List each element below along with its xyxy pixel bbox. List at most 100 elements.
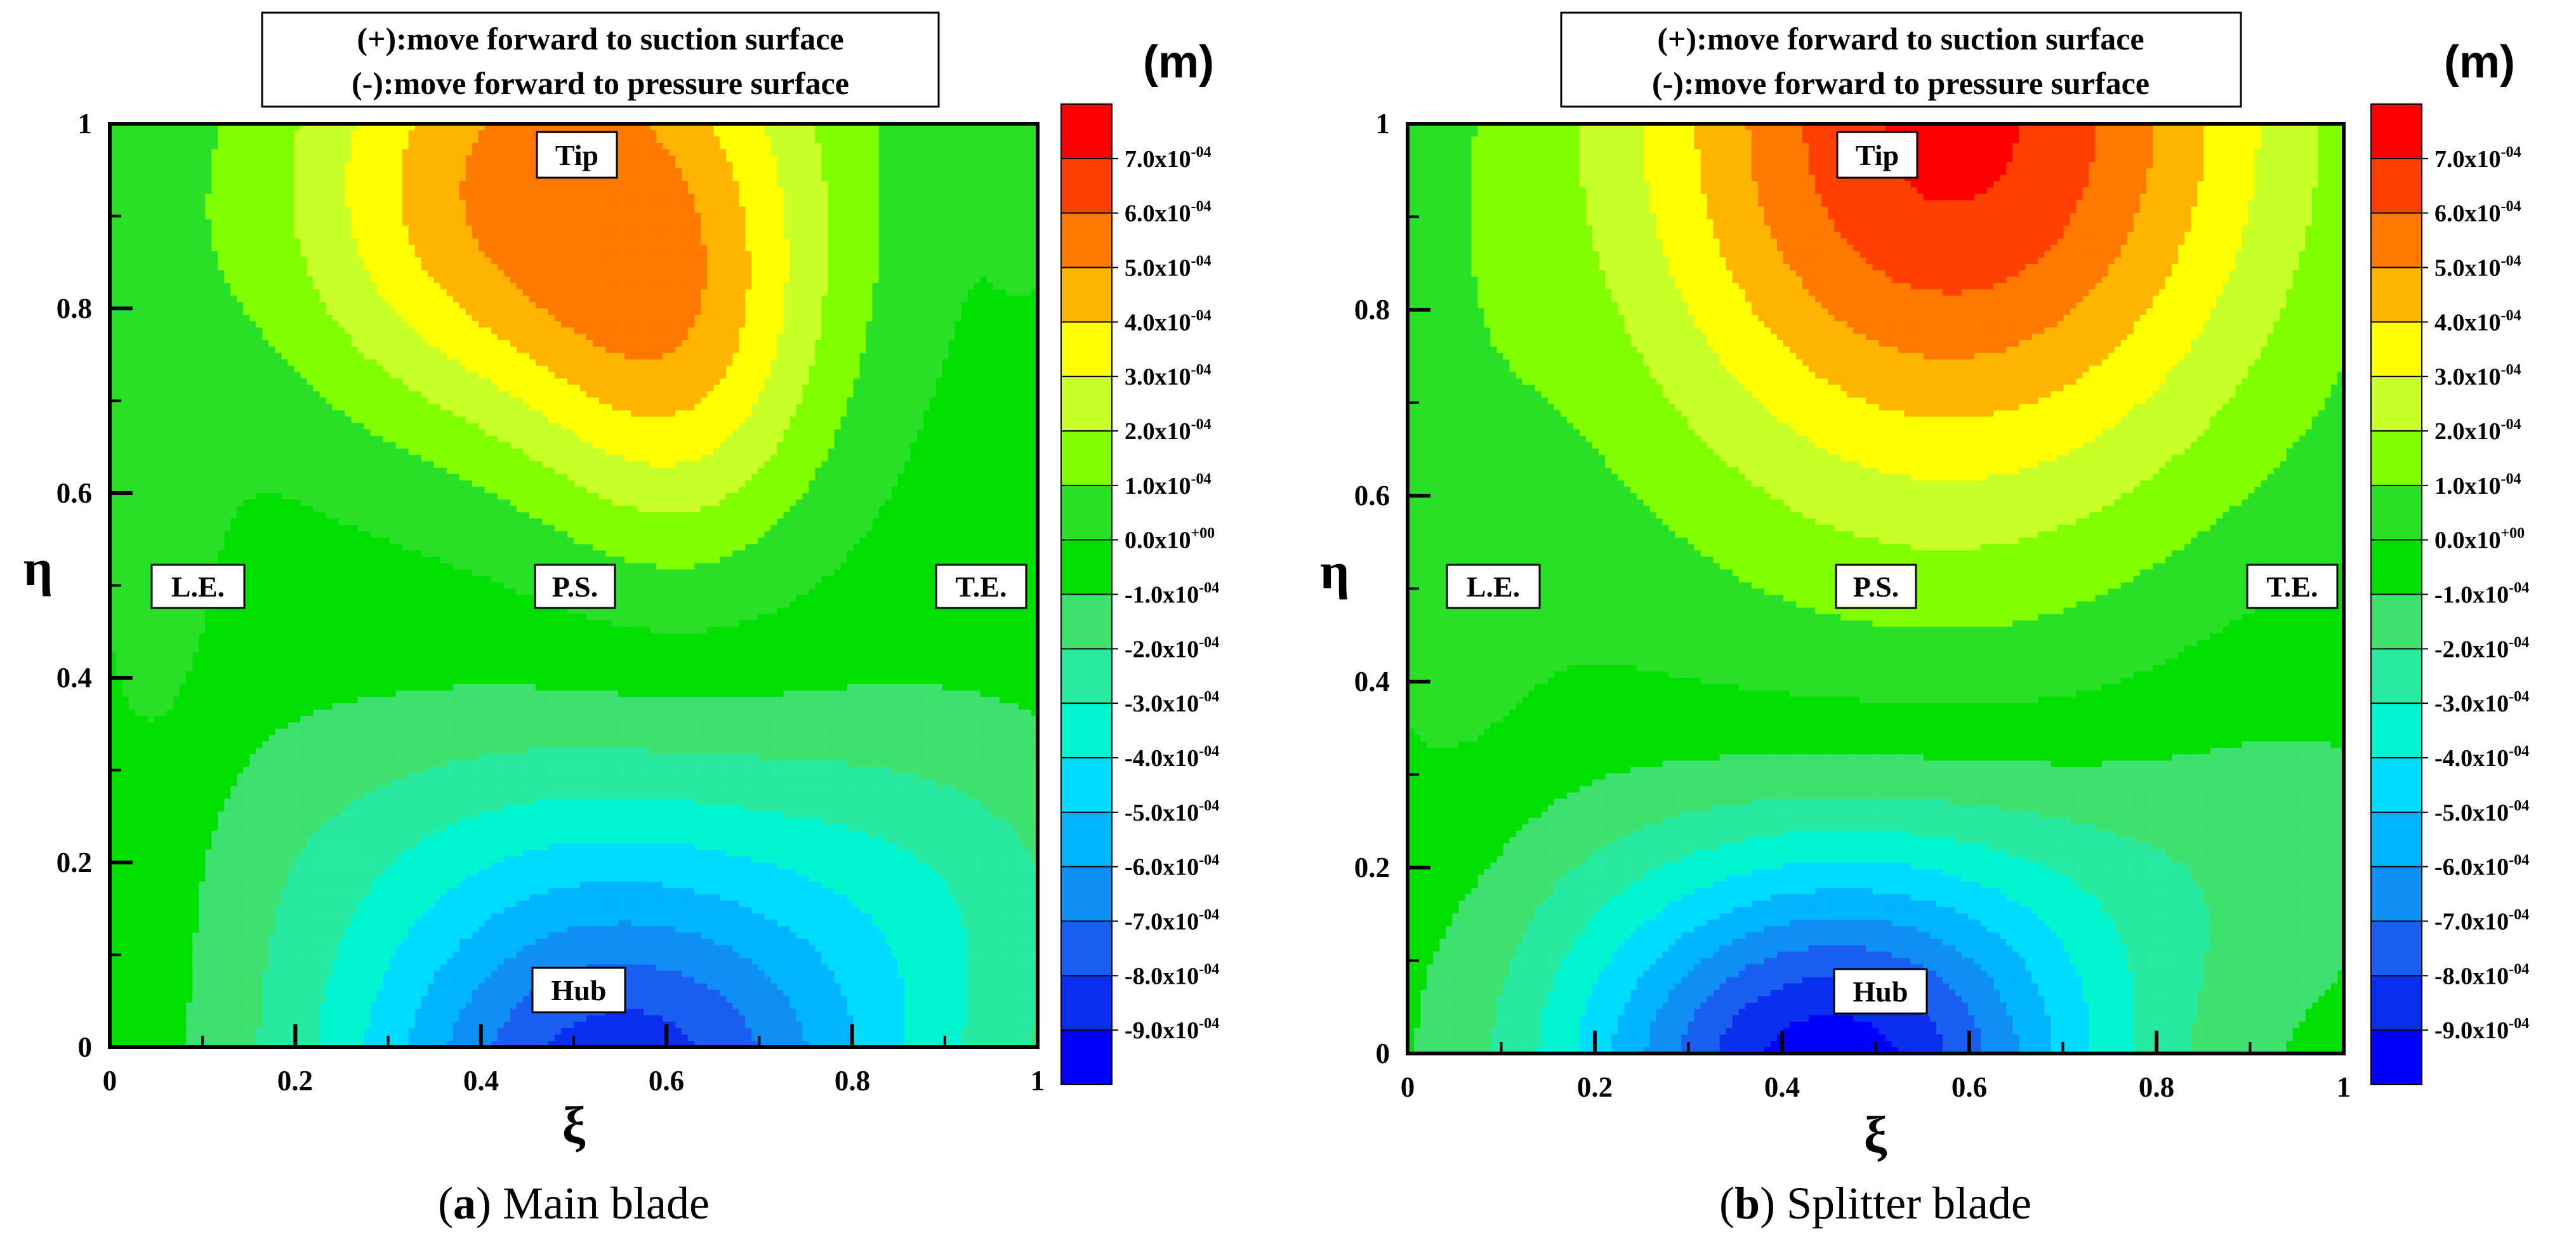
- contour-cell: [669, 219, 676, 227]
- contour-cell: [726, 143, 733, 150]
- contour-cell: [878, 251, 886, 258]
- contour-cell: [313, 130, 320, 137]
- contour-cell: [116, 308, 123, 315]
- contour-cell: [701, 321, 708, 328]
- contour-cell: [237, 276, 244, 284]
- contour-cell: [1019, 334, 1026, 341]
- contour-cell: [122, 334, 129, 341]
- contour-cell: [180, 155, 187, 162]
- contour-cell: [440, 162, 447, 169]
- contour-cell: [878, 321, 886, 328]
- contour-cell: [154, 124, 161, 131]
- contour-cell: [942, 289, 949, 296]
- contour-cell: [446, 143, 454, 150]
- contour-cell: [967, 213, 975, 220]
- contour-cell: [148, 219, 155, 227]
- contour-cell: [148, 302, 155, 309]
- contour-cell: [446, 194, 454, 201]
- contour-cell: [395, 315, 403, 322]
- contour-cell: [935, 302, 943, 309]
- contour-cell: [491, 276, 498, 284]
- contour-cell: [555, 213, 562, 220]
- contour-cell: [408, 257, 416, 265]
- contour-cell: [408, 308, 416, 315]
- contour-cell: [993, 143, 1000, 150]
- contour-cell: [516, 219, 524, 227]
- contour-cell: [669, 130, 676, 137]
- contour-cell: [129, 200, 136, 207]
- contour-cell: [135, 282, 142, 290]
- contour-cell: [395, 124, 403, 131]
- contour-cell: [503, 327, 511, 334]
- contour-cell: [275, 302, 282, 309]
- contour-cell: [256, 130, 263, 137]
- contour-cell: [262, 257, 269, 265]
- contour-cell: [332, 308, 340, 315]
- contour-cell: [491, 225, 498, 233]
- contour-cell: [815, 149, 822, 156]
- contour-cell: [313, 232, 320, 239]
- contour-cell: [701, 244, 708, 252]
- contour-cell: [522, 334, 530, 341]
- contour-cell: [974, 263, 981, 271]
- contour-cell: [897, 143, 905, 150]
- contour-cell: [224, 149, 231, 156]
- contour-cell: [116, 130, 123, 137]
- contour-cell: [167, 162, 174, 169]
- contour-cell: [300, 219, 307, 227]
- contour-cell: [421, 263, 428, 271]
- contour-cell: [764, 213, 771, 220]
- contour-cell: [243, 276, 250, 284]
- contour-cell: [612, 181, 619, 188]
- contour-cell: [364, 263, 371, 271]
- contour-cell: [491, 130, 498, 137]
- contour-cell: [682, 168, 689, 175]
- contour-cell: [701, 315, 708, 322]
- contour-cell: [122, 124, 129, 131]
- contour-cell: [440, 168, 447, 175]
- contour-cell: [1025, 187, 1032, 194]
- contour-cell: [548, 270, 555, 277]
- contour-cell: [916, 124, 924, 131]
- contour-cell: [599, 213, 606, 220]
- contour-cell: [796, 143, 803, 150]
- contour-cell: [751, 244, 758, 252]
- contour-cell: [1012, 334, 1019, 341]
- contour-cell: [338, 232, 346, 239]
- contour-cell: [427, 263, 435, 271]
- contour-cell: [789, 219, 797, 227]
- contour-cell: [878, 213, 886, 220]
- contour-cell: [993, 295, 1000, 303]
- contour-cell: [535, 276, 543, 284]
- contour-cell: [663, 244, 670, 252]
- contour-cell: [1012, 282, 1019, 290]
- contour-cell: [732, 334, 739, 341]
- contour-cell: [357, 295, 365, 303]
- contour-cell: [199, 295, 206, 303]
- contour-cell: [644, 263, 651, 271]
- contour-cell: [796, 206, 803, 213]
- contour-cell: [942, 315, 949, 322]
- contour-cell: [395, 302, 403, 309]
- contour-cell: [275, 244, 282, 252]
- contour-cell: [872, 238, 880, 246]
- contour-cell: [974, 168, 981, 175]
- contour-cell: [402, 124, 409, 131]
- contour-cell: [720, 270, 727, 277]
- contour-cell: [154, 257, 161, 265]
- contour-cell: [656, 162, 663, 169]
- contour-cell: [351, 124, 359, 131]
- contour-cell: [465, 321, 473, 328]
- contour-cell: [122, 302, 129, 309]
- contour-cell: [777, 206, 784, 213]
- contour-cell: [1019, 257, 1026, 265]
- contour-cell: [605, 327, 612, 334]
- contour-cell: [688, 149, 695, 156]
- contour-cell: [376, 200, 384, 207]
- contour-cell: [446, 162, 454, 169]
- contour-cell: [383, 270, 390, 277]
- contour-cell: [986, 327, 994, 334]
- contour-cell: [465, 206, 473, 213]
- contour-cell: [433, 289, 441, 296]
- contour-cell: [376, 225, 384, 233]
